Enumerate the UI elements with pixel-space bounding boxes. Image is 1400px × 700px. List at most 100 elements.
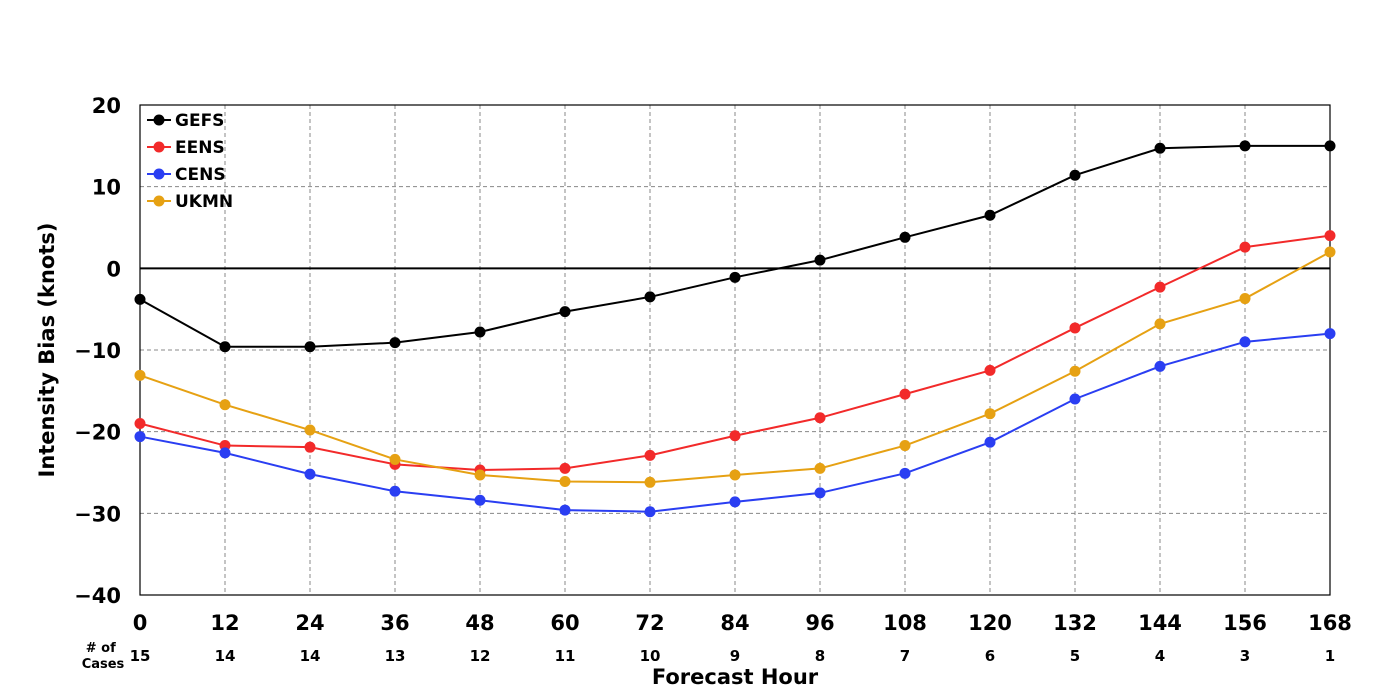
- x-tick-label: 24: [295, 611, 324, 635]
- y-tick-label: 10: [92, 176, 121, 200]
- data-point-ukmn: [814, 462, 826, 474]
- case-count-label: 4: [1155, 647, 1165, 665]
- data-point-gefs: [814, 254, 826, 266]
- data-point-ukmn: [134, 369, 146, 381]
- data-point-cens: [134, 431, 146, 443]
- data-point-ukmn: [389, 453, 401, 465]
- x-tick-label: 84: [720, 611, 749, 635]
- x-tick-label: 132: [1053, 611, 1097, 635]
- case-count-label: 15: [130, 647, 151, 665]
- legend-swatch-marker: [153, 141, 165, 153]
- series-group: [134, 140, 1336, 518]
- data-point-ukmn: [559, 475, 571, 487]
- data-point-gefs: [1069, 169, 1081, 181]
- data-point-eens: [899, 388, 911, 400]
- data-point-gefs: [559, 306, 571, 318]
- case-count-label: 8: [815, 647, 825, 665]
- y-tick-label: −30: [74, 502, 121, 526]
- data-point-eens: [134, 418, 146, 429]
- data-point-gefs: [899, 231, 911, 243]
- data-point-ukmn: [1069, 365, 1081, 377]
- plot-frame: [139, 104, 1331, 596]
- case-count-label: 9: [730, 647, 740, 665]
- x-tick-label: 120: [968, 611, 1012, 635]
- data-point-cens: [984, 436, 996, 448]
- data-point-gefs: [474, 326, 486, 338]
- case-count-label: 11: [555, 647, 576, 665]
- series-ukmn: [134, 246, 1336, 488]
- cases-label: # of Cases: [82, 641, 125, 672]
- data-point-eens: [644, 449, 656, 461]
- data-point-cens: [559, 504, 571, 516]
- x-tick-label: 156: [1223, 611, 1267, 635]
- data-point-gefs: [1239, 140, 1251, 152]
- case-count-label: 14: [300, 647, 321, 665]
- data-point-eens: [559, 462, 571, 474]
- data-point-cens: [1069, 393, 1081, 405]
- case-count-label: 3: [1240, 647, 1250, 665]
- data-point-cens: [814, 487, 826, 499]
- x-tick-labels: 0 12 24 36 48 60 72 84 96 108 120 132 144 156 168: [133, 611, 1352, 635]
- data-point-eens: [984, 364, 996, 376]
- series-cens: [134, 328, 1336, 518]
- legend-item-gefs: GEFS: [147, 111, 224, 131]
- x-tick-label: 12: [210, 611, 239, 635]
- legend-item-eens: EENS: [147, 138, 225, 158]
- y-axis-title: Intensity Bias (knots): [35, 223, 59, 478]
- x-tick-label: 108: [883, 611, 927, 635]
- x-tick-label: 48: [465, 611, 494, 635]
- data-point-ukmn: [1324, 246, 1336, 258]
- legend-label: CENS: [175, 165, 226, 185]
- x-tick-label: 0: [133, 611, 148, 635]
- legend: GEFS EENS CENS UKMN: [147, 111, 233, 212]
- case-count-label: 1: [1325, 647, 1335, 665]
- data-point-gefs: [1154, 142, 1166, 154]
- x-tick-label: 96: [805, 611, 834, 635]
- data-point-eens: [814, 412, 826, 424]
- data-point-eens: [729, 430, 741, 442]
- case-count-label: 10: [640, 647, 661, 665]
- data-point-ukmn: [474, 469, 486, 481]
- data-point-ukmn: [219, 399, 231, 411]
- data-point-gefs: [134, 293, 146, 305]
- y-tick-label: −40: [74, 584, 121, 608]
- data-point-cens: [389, 485, 401, 497]
- data-point-gefs: [644, 291, 656, 303]
- y-tick-label: 20: [92, 94, 121, 118]
- y-tick-label: −10: [74, 339, 121, 363]
- data-point-gefs: [219, 341, 231, 353]
- data-point-cens: [219, 447, 231, 459]
- case-count-labels: 15 14 14 13 12 11 10 9 8 7 6 5 4 3 1: [130, 647, 1336, 665]
- legend-swatch-marker: [153, 114, 165, 126]
- data-point-cens: [899, 467, 911, 479]
- x-axis-title: Forecast Hour: [652, 665, 819, 689]
- data-point-cens: [304, 468, 316, 480]
- case-count-label: 12: [470, 647, 491, 665]
- case-count-label: 6: [985, 647, 995, 665]
- data-point-cens: [1154, 360, 1166, 372]
- y-tick-label: −20: [74, 421, 121, 445]
- grid: [139, 104, 1331, 596]
- data-point-cens: [644, 506, 656, 518]
- data-point-ukmn: [1154, 318, 1166, 330]
- data-point-gefs: [389, 337, 401, 349]
- data-point-gefs: [729, 271, 741, 283]
- data-point-gefs: [984, 209, 996, 221]
- legend-label: GEFS: [175, 111, 224, 131]
- cases-label-line-2: Cases: [82, 657, 125, 672]
- case-count-label: 14: [215, 647, 236, 665]
- x-tick-label: 72: [635, 611, 664, 635]
- cases-label-line-1: # of: [86, 641, 116, 656]
- legend-item-cens: CENS: [147, 165, 226, 185]
- data-point-eens: [304, 441, 316, 453]
- data-point-ukmn: [899, 440, 911, 452]
- y-tick-label: 0: [106, 257, 121, 281]
- x-tick-label: 144: [1138, 611, 1182, 635]
- data-point-ukmn: [1239, 293, 1251, 305]
- legend-label: EENS: [175, 138, 225, 158]
- case-count-label: 7: [900, 647, 910, 665]
- y-tick-labels: −40 −30 −20 −10 0 10 20: [74, 94, 121, 608]
- data-point-cens: [474, 494, 486, 506]
- legend-swatch-marker: [153, 168, 165, 180]
